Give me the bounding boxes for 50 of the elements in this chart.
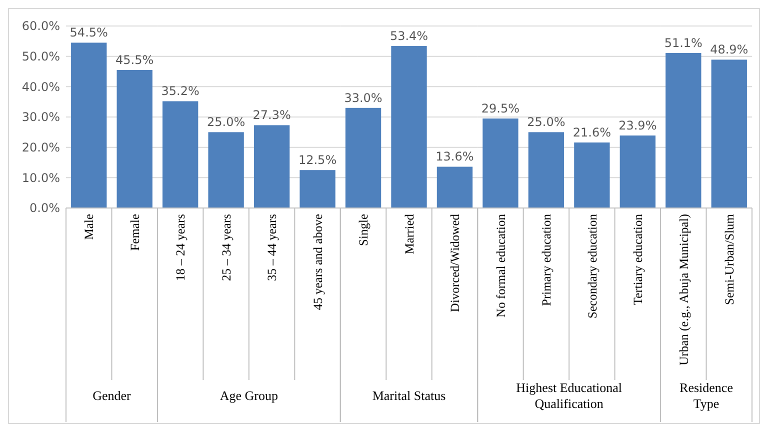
y-tick-label: 20.0%	[22, 140, 60, 155]
x-axis-title: Gender	[92, 388, 132, 403]
bar	[208, 132, 244, 208]
x-tick-label: Secondary education	[585, 213, 600, 318]
data-label: 29.5%	[481, 102, 520, 116]
data-label: 25.0%	[207, 115, 246, 130]
data-label: 27.3%	[252, 108, 291, 122]
x-tick-label: Divorced/Widowed	[448, 213, 462, 312]
x-axis-title: Residence Type	[680, 380, 734, 411]
y-tick-label: 10.0%	[22, 170, 60, 185]
x-axis-title: Marital Status	[372, 388, 446, 403]
data-label: 23.9%	[618, 118, 657, 133]
x-tick-label: Married	[402, 213, 416, 254]
data-label: 53.4%	[390, 29, 428, 44]
bar	[482, 118, 518, 208]
bar	[528, 132, 564, 208]
x-tick-label: Male	[82, 214, 96, 240]
y-tick-label: 60.0%	[22, 19, 60, 34]
y-tick-label: 0.0%	[30, 201, 60, 216]
x-tick-label: Tertiary education	[631, 213, 646, 306]
data-label: 35.2%	[161, 84, 200, 98]
bar	[162, 101, 198, 208]
x-tick-label: 25 – 34 years	[219, 214, 234, 281]
x-tick-label: Semi-Urban/Slum	[722, 214, 737, 305]
x-tick-label: Primary education	[540, 213, 554, 306]
data-label: 25.0%	[527, 115, 566, 130]
data-label: 48.9%	[710, 42, 748, 57]
x-tick-label: No formal education	[494, 213, 508, 318]
x-tick-label: Urban (e.g., Abuja Municipal)	[676, 214, 691, 366]
data-label: 33.0%	[344, 90, 382, 105]
x-tick-label: 18 – 24 years	[174, 214, 188, 281]
data-label: 13.6%	[436, 150, 474, 164]
x-tick-label: Single	[356, 214, 371, 246]
y-tick-label: 40.0%	[22, 80, 60, 94]
x-tick-label: Female	[128, 214, 142, 251]
bar	[254, 125, 290, 208]
data-label: 45.5%	[116, 52, 154, 67]
bar	[300, 170, 336, 208]
bar	[574, 142, 610, 208]
x-axis-title: Age Group	[220, 388, 278, 403]
data-label: 54.5%	[70, 26, 108, 40]
x-tick-label: 35 – 44 years	[265, 214, 280, 281]
data-label: 51.1%	[664, 36, 702, 50]
bar	[620, 136, 656, 208]
data-label: 21.6%	[572, 125, 611, 140]
y-tick-label: 30.0%	[22, 110, 60, 124]
data-label: 12.5%	[298, 153, 337, 168]
x-tick-label: 45 years and above	[310, 214, 325, 310]
y-tick-label: 50.0%	[22, 50, 60, 64]
x-axis-title: Highest Educational Qualification	[516, 380, 622, 411]
